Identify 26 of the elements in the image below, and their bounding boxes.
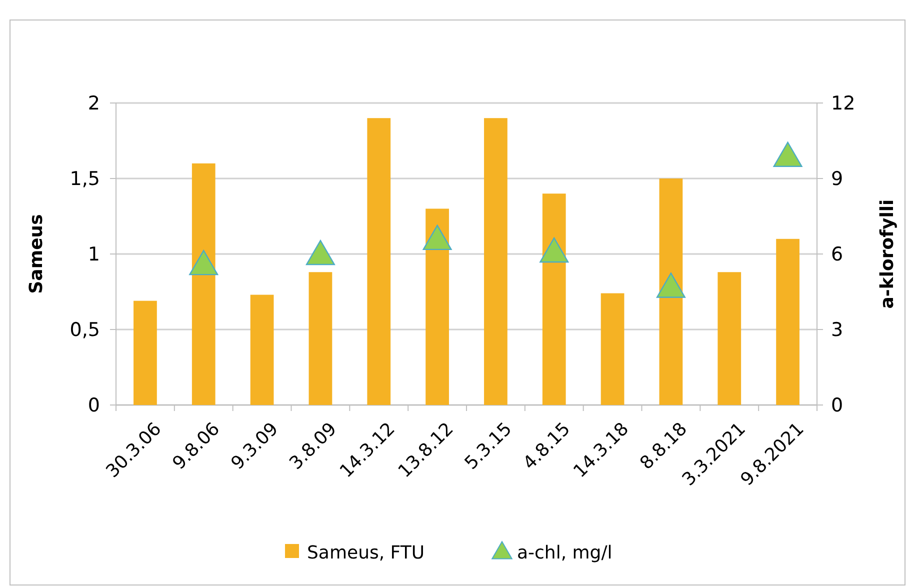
- bar: [484, 118, 508, 405]
- y2-tick-label: 0: [831, 394, 844, 417]
- bar: [367, 118, 391, 405]
- legend-label: Sameus, FTU: [307, 542, 425, 564]
- y-tick-label: 0: [88, 394, 100, 417]
- y2-tick-label: 12: [831, 92, 856, 115]
- bar: [542, 194, 566, 405]
- y-tick-label: 1,5: [70, 168, 100, 190]
- y2-tick-label: 9: [831, 168, 844, 190]
- bar: [192, 163, 216, 405]
- y-tick-label: 0,5: [70, 319, 100, 342]
- bar: [776, 238, 800, 405]
- bar: [659, 178, 683, 405]
- y-tick-label: 1: [88, 244, 100, 266]
- y2-tick-label: 6: [831, 244, 844, 266]
- bar: [718, 272, 742, 405]
- y2-tick-label: 3: [831, 319, 844, 342]
- y-axis-title: Sameus: [26, 214, 47, 294]
- y-tick-label: 2: [88, 92, 100, 115]
- bar: [250, 294, 274, 405]
- bar: [426, 208, 449, 405]
- y2-axis-title: a-klorofylli: [877, 199, 898, 309]
- bar: [134, 300, 157, 405]
- bar: [600, 293, 624, 405]
- legend-label: a-chl, mg/l: [517, 542, 612, 564]
- bar: [308, 272, 332, 405]
